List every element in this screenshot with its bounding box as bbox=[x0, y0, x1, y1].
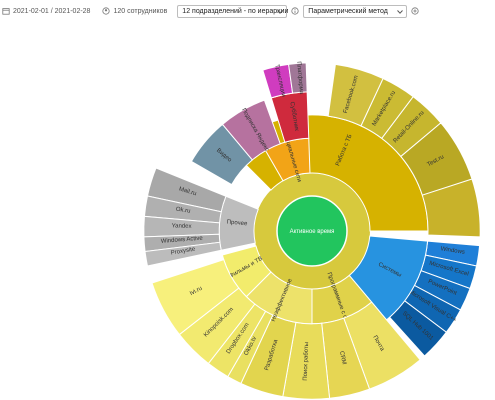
sunburst-chart: Работа с ТБTest SiteFacebook.comMarketpl… bbox=[143, 61, 481, 400]
segment-label: Proxysite bbox=[170, 246, 196, 256]
segment-label: Ok.ru bbox=[175, 207, 190, 215]
segment-label: Прочее bbox=[226, 220, 248, 228]
segment-label: Windows Active bbox=[161, 236, 204, 245]
sunburst-segment[interactable] bbox=[143, 233, 221, 253]
segment-label: CRM bbox=[338, 351, 347, 366]
segment-label: Ivi.ru bbox=[189, 286, 203, 297]
center-label: Активное время bbox=[290, 229, 335, 235]
employee-count: 120 сотрудников bbox=[113, 7, 168, 15]
sunburst-segment[interactable] bbox=[144, 241, 222, 267]
segment-label: Платформа bbox=[295, 61, 304, 95]
segment-label: Windows bbox=[440, 246, 465, 256]
chevron-down-icon bbox=[397, 9, 404, 14]
sunburst-segment[interactable] bbox=[221, 99, 281, 161]
segment-label: Субботник bbox=[288, 101, 299, 131]
segment-label: Поиск работы bbox=[303, 342, 310, 381]
sunburst-segment[interactable] bbox=[400, 122, 473, 196]
chevron-down-icon bbox=[277, 9, 284, 14]
add-icon[interactable] bbox=[411, 7, 419, 15]
sunburst-segment[interactable] bbox=[146, 167, 227, 213]
segment-label: Mail.ru bbox=[178, 186, 197, 197]
sunburst-segment[interactable] bbox=[151, 259, 240, 336]
sunburst-segment[interactable] bbox=[227, 310, 274, 385]
method-select[interactable]: Параметрический метод bbox=[303, 4, 408, 18]
sunburst-segment[interactable] bbox=[178, 287, 256, 365]
sunburst-segment[interactable] bbox=[143, 195, 222, 224]
info-icon[interactable] bbox=[291, 7, 299, 15]
calendar-icon[interactable] bbox=[2, 7, 10, 15]
sunburst-segment[interactable] bbox=[207, 303, 267, 378]
filter-toolbar: 2021-02-01 / 2021-02-28 120 сотрудников … bbox=[0, 0, 495, 22]
date-range[interactable]: 2021-02-01 / 2021-02-28 bbox=[13, 7, 91, 15]
method-select-value: Параметрический метод bbox=[308, 7, 388, 15]
sunburst-segment[interactable] bbox=[143, 215, 221, 238]
group-select-value: 12 подразделений - по иерархии bbox=[182, 7, 289, 15]
person-icon bbox=[102, 7, 111, 15]
sunburst-segment[interactable] bbox=[288, 62, 308, 94]
segment-label: Yandex bbox=[172, 223, 192, 230]
center-circle[interactable] bbox=[276, 195, 348, 267]
group-select[interactable]: 12 подразделений - по иерархии bbox=[177, 4, 289, 18]
